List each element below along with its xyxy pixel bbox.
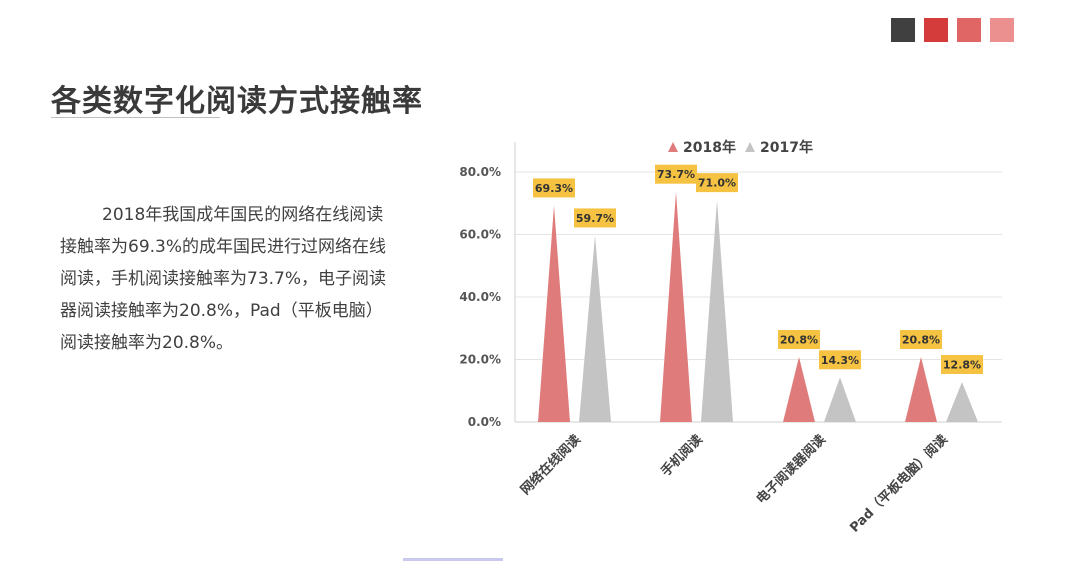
data-label: 59.7% xyxy=(576,212,614,225)
data-label-box xyxy=(900,330,942,349)
category-label: 电子阅读器阅读 xyxy=(753,432,829,508)
page-title: 各类数字化阅读方式接触率 xyxy=(51,84,423,119)
summary-paragraph: 2018年我国成年国民的网络在线阅读接触率为69.3%的成年国民进行过网络在线阅… xyxy=(60,205,387,353)
data-triangle xyxy=(905,357,937,422)
data-label: 71.0% xyxy=(698,177,736,190)
data-label: 12.8% xyxy=(943,359,981,372)
category-label: 手机阅读 xyxy=(658,432,706,480)
y-tick-label: 80.0% xyxy=(459,165,501,179)
swatch-dark xyxy=(891,18,915,42)
data-label-box xyxy=(574,208,616,228)
swatch-red xyxy=(924,18,948,42)
y-tick-label: 40.0% xyxy=(459,290,501,304)
data-triangle xyxy=(824,377,856,422)
category-label: Pad（平板电脑）阅读 xyxy=(847,432,951,536)
data-label: 20.8% xyxy=(780,334,818,347)
data-label: 69.3% xyxy=(535,182,573,195)
reading-rate-chart: 0.0% 20.0% 40.0% 60.0% 80.0% 2018年 2017年 69.3% 5… xyxy=(459,139,1002,536)
legend-marker xyxy=(745,142,755,152)
data-label-box xyxy=(533,178,575,198)
data-label-box xyxy=(941,355,983,374)
data-triangle xyxy=(579,235,611,422)
legend-marker xyxy=(668,142,678,152)
data-label: 73.7% xyxy=(657,168,695,181)
data-label: 20.8% xyxy=(902,334,940,347)
color-swatches xyxy=(891,18,1014,42)
data-triangle xyxy=(701,200,733,422)
swatch-coral xyxy=(957,18,981,42)
data-label: 14.3% xyxy=(821,354,859,367)
title-underline xyxy=(51,117,220,118)
y-tick-label: 0.0% xyxy=(468,415,501,429)
bottom-accent-bar xyxy=(403,558,503,561)
y-tick-label: 20.0% xyxy=(459,353,501,367)
category-label: 网络在线阅读 xyxy=(517,432,583,498)
data-label-box xyxy=(696,173,738,193)
data-label-box xyxy=(655,164,697,184)
data-triangle xyxy=(783,357,815,422)
legend-label: 2018年 xyxy=(683,139,736,156)
y-tick-label: 60.0% xyxy=(459,228,501,242)
swatch-pink xyxy=(990,18,1014,42)
data-label-box xyxy=(778,330,820,349)
data-label-box xyxy=(819,350,861,370)
data-triangle xyxy=(946,382,978,422)
data-triangle xyxy=(538,205,570,422)
legend-label: 2017年 xyxy=(760,139,813,156)
data-triangle xyxy=(660,191,692,422)
